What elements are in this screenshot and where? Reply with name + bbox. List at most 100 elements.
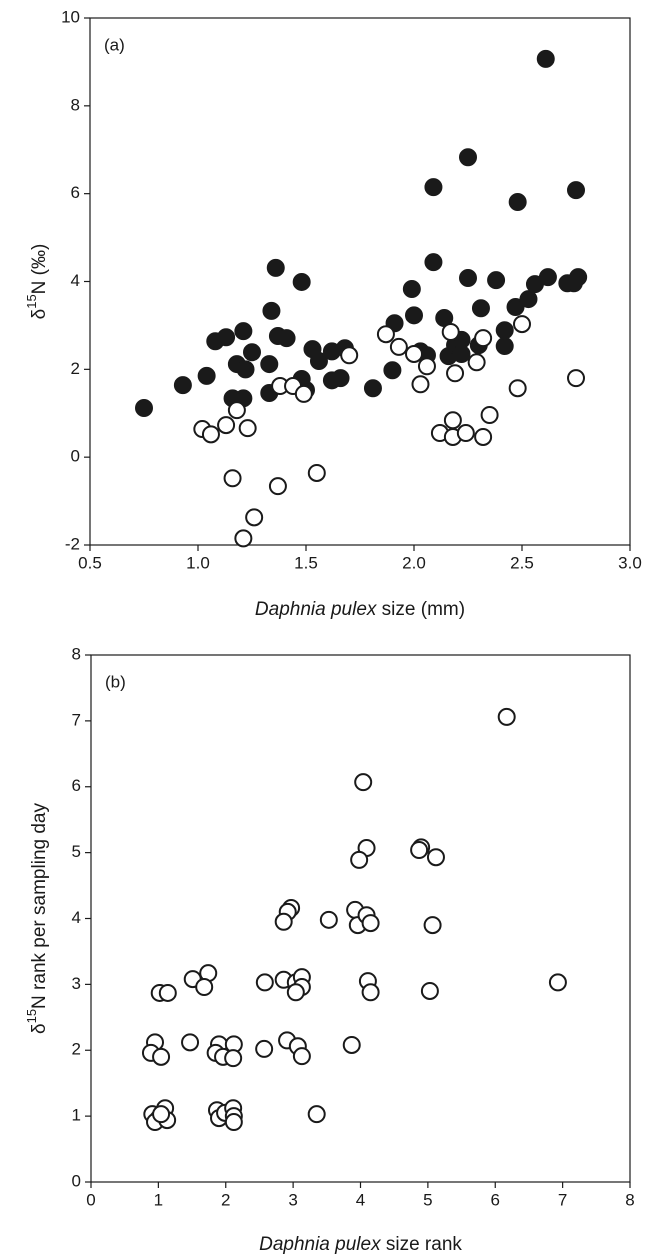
y-axis-label-suffix: N rank per sampling day (29, 803, 50, 1009)
x-tick-label: 8 (625, 1190, 634, 1209)
panel-label: (a) (104, 35, 125, 54)
point (480, 406, 499, 425)
point (292, 1047, 311, 1066)
point (307, 463, 326, 482)
point (459, 268, 477, 287)
point (277, 329, 296, 348)
point (224, 1113, 243, 1132)
point (234, 322, 253, 341)
x-axis-label-rest: size rank (381, 1234, 463, 1255)
x-tick-label: 6 (491, 1190, 500, 1209)
point (217, 328, 236, 347)
y-tick-label: -2 (65, 534, 80, 553)
point (354, 773, 373, 792)
y-tick-label: 6 (72, 776, 81, 795)
point (424, 253, 443, 272)
y-axis-label: δ15N rank per sampling day (24, 803, 50, 1034)
point (497, 707, 516, 726)
x-axis-label: Daphnia pulex size (mm) (255, 599, 465, 620)
point (564, 274, 583, 293)
point (197, 366, 216, 385)
point (405, 306, 423, 325)
point (309, 351, 328, 370)
x-tick-label: 3.0 (618, 553, 642, 572)
x-axis-label-rest: size (mm) (376, 599, 465, 620)
y-tick-label: 8 (71, 95, 80, 114)
y-tick-label: 0 (72, 1171, 81, 1190)
y-axis-label-prefix: δ (29, 309, 50, 320)
point (538, 268, 557, 287)
point (467, 353, 486, 372)
point (410, 840, 429, 859)
x-tick-label: 1 (154, 1190, 163, 1209)
point (223, 469, 242, 488)
point (519, 290, 538, 309)
point (342, 1035, 361, 1054)
x-tick-label: 4 (356, 1190, 365, 1209)
point (266, 258, 285, 277)
point (319, 910, 338, 929)
point (567, 369, 585, 388)
point (217, 416, 236, 435)
point (487, 271, 506, 290)
point (417, 357, 436, 376)
point (195, 978, 214, 997)
y-tick-label: 1 (72, 1106, 81, 1125)
point (420, 981, 439, 1000)
y-axis-label: δ15N (‰) (24, 244, 50, 320)
point (307, 1105, 326, 1124)
x-tick-label: 0 (86, 1190, 95, 1209)
point (201, 425, 220, 444)
x-tick-label: 7 (558, 1190, 567, 1209)
y-axis-label-sup: 15 (24, 1009, 39, 1023)
x-tick-label: 0.5 (78, 553, 102, 572)
point (152, 1047, 171, 1066)
point (238, 419, 257, 438)
x-tick-label: 1.5 (294, 553, 318, 572)
point (411, 375, 430, 394)
y-tick-label: 7 (72, 710, 81, 729)
point (361, 914, 380, 933)
point (135, 398, 153, 417)
point (441, 323, 460, 342)
point (376, 325, 395, 344)
point (268, 477, 287, 496)
x-axis-label: Daphnia pulex size rank (259, 1234, 462, 1255)
point (292, 272, 311, 291)
y-tick-label: 10 (61, 7, 80, 26)
point (224, 1049, 243, 1068)
point (452, 344, 471, 363)
point (495, 321, 514, 340)
point (361, 983, 380, 1002)
x-tick-label: 5 (423, 1190, 432, 1209)
point (446, 364, 465, 383)
x-axis-label-italic: Daphnia pulex (255, 599, 378, 620)
y-tick-label: 6 (71, 183, 80, 202)
point (331, 369, 350, 388)
x-tick-label: 2.5 (510, 553, 534, 572)
y-axis-label-sup: 15 (24, 294, 39, 308)
point (508, 379, 527, 398)
point (255, 1039, 274, 1058)
point (426, 848, 445, 867)
point (274, 912, 293, 931)
y-tick-label: 8 (72, 644, 81, 663)
point (474, 427, 493, 446)
x-tick-label: 3 (288, 1190, 297, 1209)
point (423, 916, 442, 935)
point (474, 329, 493, 348)
point (350, 850, 369, 869)
point (459, 148, 477, 167)
point (443, 411, 462, 430)
y-tick-label: 0 (71, 447, 80, 466)
y-axis-label-prefix: δ (29, 1023, 50, 1034)
point (567, 181, 585, 200)
point (245, 508, 264, 527)
point (389, 337, 408, 356)
point (294, 384, 313, 403)
point (234, 529, 253, 548)
point (548, 973, 567, 992)
point (536, 49, 555, 68)
y-axis-label-suffix: N (‰) (29, 244, 50, 295)
point (456, 424, 475, 443)
